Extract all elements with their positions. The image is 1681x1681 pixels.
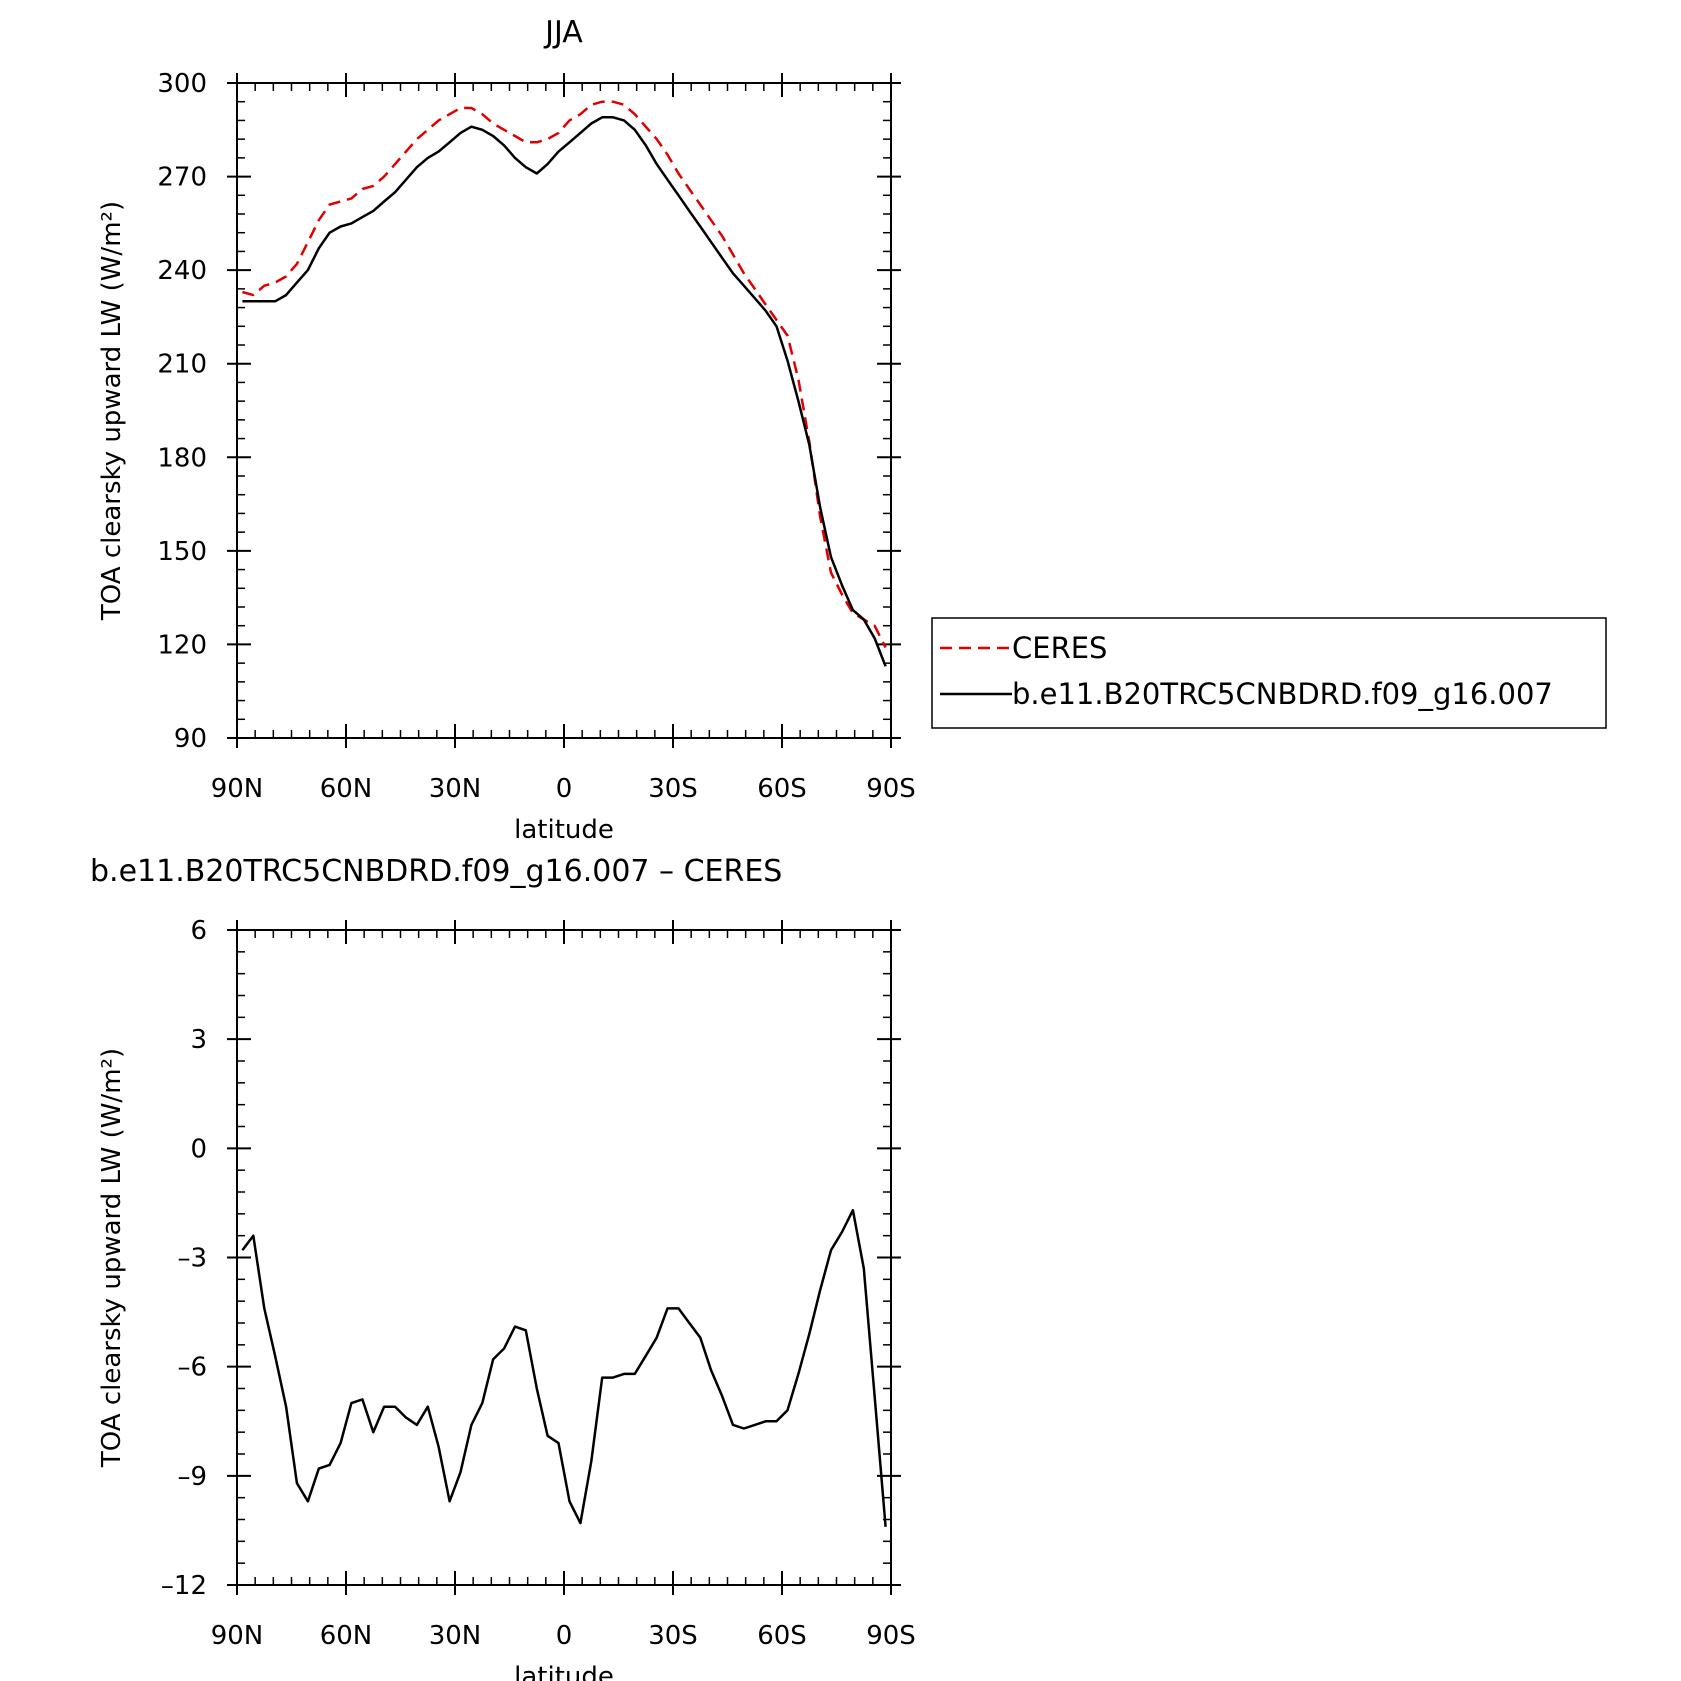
- x-axis-label: latitude: [514, 1662, 614, 1681]
- y-tick-label: –12: [161, 1571, 207, 1601]
- y-tick-label: 180: [157, 443, 207, 473]
- series-line-2: [242, 116, 887, 667]
- x-tick-label: 90N: [211, 1621, 264, 1651]
- chart-title: JJA: [543, 15, 583, 50]
- x-tick-label: 30N: [429, 1621, 482, 1651]
- x-tick-label: 0: [556, 1621, 573, 1651]
- y-tick-label: –9: [177, 1462, 207, 1492]
- x-tick-label: 60S: [757, 774, 807, 804]
- x-tick-label: 90S: [866, 1621, 916, 1651]
- y-axis-label: TOA clearsky upward LW (W/m²): [97, 1048, 127, 1468]
- series-line-1: [242, 100, 887, 649]
- y-tick-label: 210: [157, 350, 207, 380]
- chart-title: b.e11.B20TRC5CNBDRD.f09_g16.007 – CERES: [90, 854, 782, 889]
- x-tick-label: 0: [556, 774, 573, 804]
- y-tick-label: 90: [174, 724, 207, 754]
- chart-panel-2: 90N 60N 30N 0 30S 60S 90S –12 –9 –6 –3 0 3 6 b.e11.B20…: [90, 854, 916, 1681]
- x-tick-label: 30N: [429, 774, 482, 804]
- y-tick-label: 150: [157, 537, 207, 567]
- y-axis-label: TOA clearsky upward LW (W/m²): [97, 201, 127, 621]
- y-tick-label: 300: [157, 69, 207, 99]
- x-tick-label: 60N: [320, 774, 373, 804]
- y-tick-label: –6: [177, 1353, 207, 1383]
- x-axis-label: latitude: [514, 815, 614, 845]
- y-tick-label: 270: [157, 163, 207, 193]
- x-tick-label: 30S: [648, 774, 698, 804]
- y-tick-label: 3: [190, 1025, 207, 1055]
- y-tick-label: 240: [157, 256, 207, 286]
- x-tick-label: 90S: [866, 774, 916, 804]
- chart-panel-1: 90N 60N 30N 0 30S 60S 90S 90 120 150 180 210 240 270 3…: [97, 15, 1607, 845]
- x-tick-label: 60N: [320, 1621, 373, 1651]
- plot-frame: [236, 82, 892, 739]
- series-line-1: [241, 1208, 887, 1527]
- legend: CERES b.e11.B20TRC5CNBDRD.f09_g16.007: [931, 617, 1607, 729]
- plot-frame: [236, 929, 892, 1586]
- legend-box: [931, 617, 1607, 729]
- y-tick-label: 120: [157, 630, 207, 660]
- x-tick-label: 30S: [648, 1621, 698, 1651]
- legend-label: b.e11.B20TRC5CNBDRD.f09_g16.007: [1012, 677, 1553, 711]
- x-tick-label: 90N: [211, 774, 264, 804]
- y-tick-label: 0: [190, 1134, 207, 1164]
- y-tick-label: –3: [177, 1244, 207, 1274]
- y-tick-label: 6: [190, 916, 207, 946]
- legend-label: CERES: [1012, 631, 1107, 665]
- x-tick-label: 60S: [757, 1621, 807, 1651]
